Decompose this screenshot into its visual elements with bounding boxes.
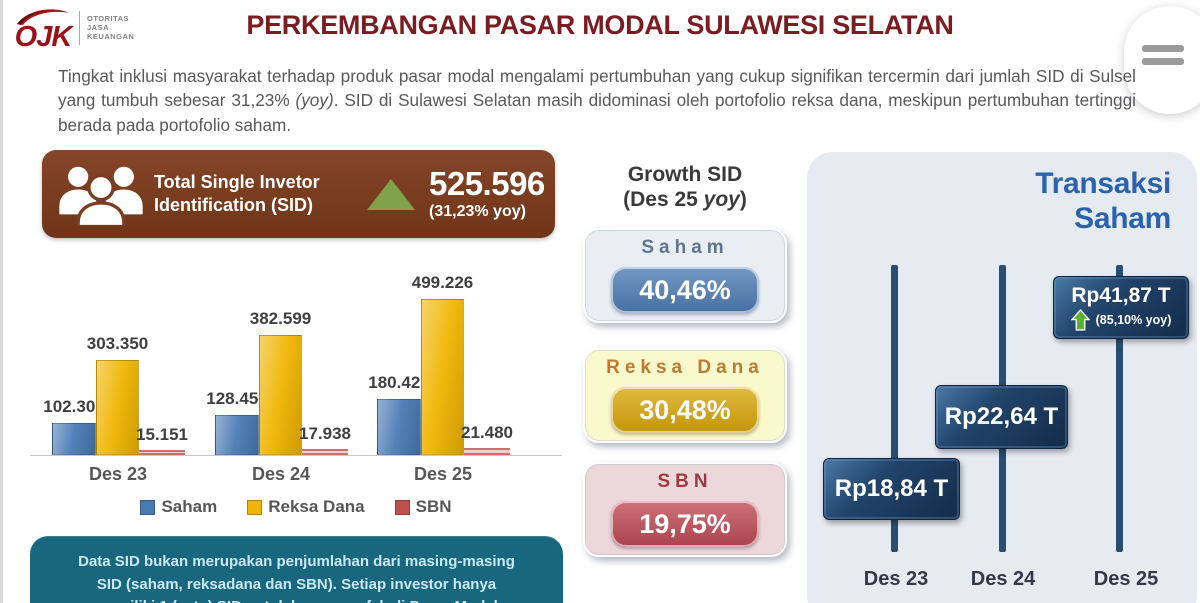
sid-total-value: 525.596 <box>429 164 545 202</box>
transaksi-yoy-label: (85,10% yoy) <box>1095 313 1172 328</box>
intro-paragraph: Tingkat inklusi masyarakat terhadap prod… <box>58 66 1136 135</box>
bar-group-des23: 102.305 303.350 15.151 <box>43 334 188 455</box>
ojk-swoosh-icon <box>17 9 69 25</box>
bar-sbn-des24: 17.938 <box>299 424 351 455</box>
bar-saham-des23: 102.305 <box>43 397 105 455</box>
x-axis-label: Des 25 <box>413 464 473 484</box>
x-axis-label: Des 24 <box>251 464 311 484</box>
transaksi-cat-label: Des 24 <box>970 568 1036 590</box>
bar-value-label: 128.450 <box>206 389 268 408</box>
bar-sbn-des23: 15.151 <box>136 425 188 455</box>
growth-card-label: Saham <box>641 237 729 258</box>
ojk-brand-text: OJK <box>14 21 73 53</box>
legend-item-sbn: SBN <box>394 497 452 517</box>
stem-des23 <box>891 265 898 552</box>
stem-des25 <box>1116 265 1123 552</box>
ojk-org-name: OTORITAS JASA KEUANGAN <box>87 13 135 42</box>
growth-card-label: SBN <box>657 471 713 492</box>
growth-sid-title: Growth SID (Des 25 yoy) <box>623 163 747 212</box>
bar-group-des25: 180.427 499.226 21.480 <box>368 273 513 455</box>
people-group-icon <box>59 166 143 227</box>
bar-value-label: 102.305 <box>43 397 105 416</box>
transaksi-saham-panel: Transaksi Saham Rp18,84 T Rp22,64 T Rp41,… <box>807 152 1197 603</box>
ojk-logo-mark: OJK <box>14 6 73 53</box>
transaksi-saham-title: Transaksi Saham <box>1035 167 1171 236</box>
sid-banner-numbers: 525.596 (31,23% yoy) <box>429 164 545 222</box>
chart-legend: Saham Reksa Dana SBN <box>30 497 562 517</box>
sid-banner-label: Total Single Invetor Identification (SID… <box>154 171 320 215</box>
legend-item-saham: Saham <box>140 497 217 517</box>
bar-group-des24: 128.450 382.599 17.938 <box>206 309 351 455</box>
bar-value-label: 382.599 <box>249 309 312 328</box>
legend-swatch-saham <box>140 499 156 515</box>
bar-saham-des25: 180.427 <box>368 373 430 455</box>
sid-bar-chart: 102.305 303.350 15.151 128.450 382.599 1… <box>30 248 562 484</box>
bar-reksadana-des23: 303.350 <box>87 334 148 455</box>
sid-note-box: Data SID bukan merupakan penjumlahan dar… <box>30 536 563 603</box>
legend-swatch-reksadana <box>247 499 263 515</box>
bar-value-label: 303.350 <box>86 334 149 353</box>
bar-reksadana-des24: 382.599 <box>250 309 311 455</box>
bar-saham-des24: 128.450 <box>206 389 268 455</box>
ojk-logo: OJK OTORITAS JASA KEUANGAN <box>14 6 135 53</box>
bar-sbn-des25: 21.480 <box>461 423 513 455</box>
growth-card-value: 30,48% <box>611 387 759 433</box>
bar-value-label: 17.938 <box>299 424 351 443</box>
growth-card-sbn: SBN 19,75% <box>583 462 787 557</box>
page-title: PERKEMBANGAN PASAR MODAL SULAWESI SELATA… <box>246 10 954 40</box>
transaksi-cat-label: Des 25 <box>1093 568 1159 590</box>
green-up-arrow-icon <box>1070 309 1090 331</box>
logo-divider <box>79 10 80 45</box>
bar-reksadana-des25: 499.226 <box>412 273 473 455</box>
bar-value-label: 180.427 <box>368 373 430 392</box>
growth-card-value: 19,75% <box>611 501 759 547</box>
menu-button[interactable] <box>1124 6 1200 114</box>
growth-up-triangle-icon <box>367 178 415 210</box>
legend-item-reksadana: Reksa Dana <box>247 497 365 517</box>
transaksi-box-des24: Rp22,64 T <box>935 385 1068 449</box>
bar-value-label: 21.480 <box>461 423 513 442</box>
x-axis-label: Des 23 <box>88 464 148 484</box>
transaksi-box-des23: Rp18,84 T <box>823 458 960 520</box>
growth-card-value: 40,46% <box>611 267 759 313</box>
growth-card-reksadana: Reksa Dana 30,48% <box>583 348 787 443</box>
bar-value-label: 15.151 <box>136 425 188 444</box>
transaksi-cat-label: Des 23 <box>863 568 929 590</box>
sid-total-growth: (31,23% yoy) <box>429 203 526 221</box>
growth-card-saham: Saham 40,46% <box>583 228 787 323</box>
page-edge <box>0 0 3 603</box>
legend-swatch-sbn <box>394 499 410 515</box>
growth-card-label: Reksa Dana <box>606 357 764 378</box>
bar-value-label: 499.226 <box>411 273 474 292</box>
transaksi-box-des25: Rp41,87 T (85,10% yoy) <box>1053 276 1189 339</box>
sid-total-banner: Total Single Invetor Identification (SID… <box>42 150 555 238</box>
